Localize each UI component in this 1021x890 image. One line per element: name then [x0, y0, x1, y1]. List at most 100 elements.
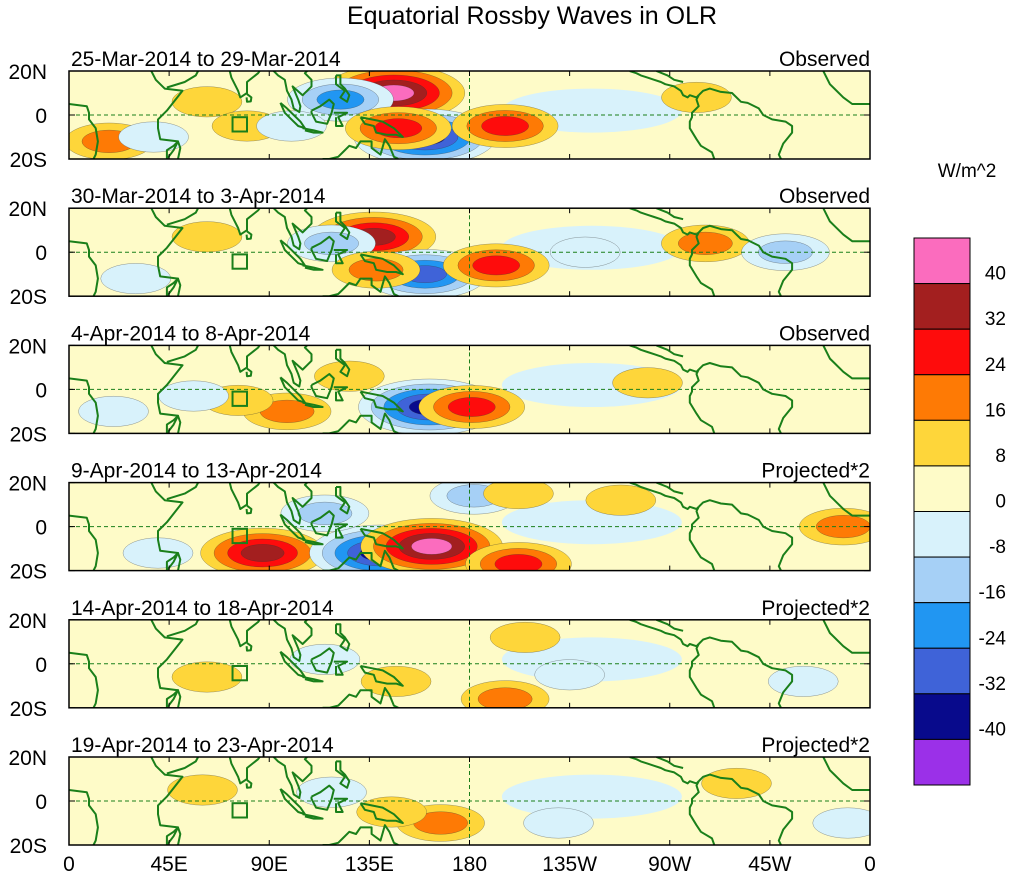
coastline: [697, 499, 794, 571]
coastline: [228, 757, 261, 785]
coastline: [245, 367, 253, 378]
colorbar-label: 32: [985, 309, 1006, 330]
anomaly-blob: [661, 224, 750, 263]
background-band: [501, 774, 682, 819]
coastline: [245, 93, 253, 103]
colorbar-swatch: [913, 328, 971, 376]
anomaly-blob: [360, 518, 503, 571]
coastline: [150, 482, 184, 571]
coastline: [69, 103, 99, 159]
anomaly-blob: [489, 621, 561, 653]
coastline: [165, 277, 182, 297]
panels: 20N 0 20S 25-Mar-2014 to 29-Mar-2014 Observe…: [8, 48, 871, 858]
coastline: [302, 538, 324, 546]
coastline: [166, 619, 199, 638]
olr-field: [69, 345, 870, 434]
olr-field: [69, 619, 870, 708]
y-tick-label: 20S: [10, 835, 47, 858]
colorbar-label: 16: [985, 400, 1006, 421]
colorbar-swatch: [913, 283, 971, 330]
coastline: [629, 71, 700, 99]
panel: 20N 0 20S 19-Apr-2014 to 23-Apr-2014 Project…: [8, 734, 871, 858]
anomaly-blob: [442, 243, 550, 288]
colorbar-swatch: [913, 419, 971, 467]
colorbar-label: -40: [979, 719, 1006, 740]
panel-date-range: 4-Apr-2014 to 8-Apr-2014: [71, 322, 311, 345]
coastline: [656, 482, 684, 495]
panel-date-range: 19-Apr-2014 to 23-Apr-2014: [71, 734, 334, 757]
contour-level: [549, 236, 621, 268]
coastline: [629, 482, 700, 510]
y-tick-label: 0: [35, 379, 47, 402]
coastline: [310, 647, 335, 674]
contour-level: [171, 221, 243, 253]
coastline: [150, 619, 184, 708]
anomaly-blob: [585, 484, 657, 516]
panel: 20N 0 20S 30-Mar-2014 to 3-Apr-2014 Observed: [8, 185, 871, 309]
panel-date-range: 25-Mar-2014 to 29-Mar-2014: [71, 48, 341, 71]
coastlines: [69, 345, 870, 434]
olr-field: [69, 482, 870, 571]
coastline: [165, 140, 182, 159]
contour-level: [240, 544, 285, 562]
coastline: [697, 636, 794, 708]
panel-kind: Projected*2: [761, 734, 870, 757]
contour-level: [585, 484, 657, 516]
reference-box: [231, 390, 249, 407]
contour-level: [612, 367, 683, 399]
anomaly-blob: [460, 680, 550, 708]
colorbar-swatch: [913, 374, 971, 421]
contour-level: [100, 263, 171, 295]
colorbar-swatch: [913, 556, 971, 604]
colorbar-label: 0: [995, 492, 1006, 513]
coastline: [272, 482, 313, 525]
anomaly-blob: [418, 385, 525, 429]
coastline: [629, 619, 700, 648]
coastline: [150, 71, 184, 159]
coastline: [272, 757, 313, 800]
coastline: [150, 757, 184, 845]
coastline: [302, 401, 324, 408]
coastline: [322, 687, 399, 708]
coastline: [656, 208, 684, 221]
coastline: [697, 362, 794, 434]
panel: 20N 0 20S 25-Mar-2014 to 29-Mar-2014 Observe…: [8, 48, 871, 172]
coastline: [629, 208, 700, 236]
coastlines: [69, 619, 870, 708]
contour-level: [118, 121, 189, 153]
panel-kind: Projected*2: [761, 460, 870, 483]
colorbar-label: 8: [995, 446, 1006, 467]
coastline: [629, 757, 700, 785]
coastline: [69, 240, 99, 297]
coastline: [310, 510, 335, 537]
contour-level: [171, 86, 243, 118]
colorbar-label: -8: [989, 537, 1006, 558]
coastline: [302, 264, 324, 271]
coastline: [150, 208, 184, 297]
olr-field: [69, 757, 870, 845]
coastline: [629, 345, 700, 373]
x-tick-label: 0: [864, 853, 876, 876]
coastline: [69, 651, 99, 708]
coastline: [335, 760, 351, 789]
contour-level: [477, 687, 533, 708]
anomaly-blob: [451, 104, 559, 148]
coastline: [688, 369, 716, 434]
colorbar-label: 24: [985, 355, 1007, 376]
coastline: [333, 797, 349, 813]
coastline: [302, 813, 324, 820]
reference-box: [231, 116, 249, 133]
contour-level: [296, 776, 367, 808]
coastlines: [69, 208, 870, 297]
anomaly-blob: [78, 395, 149, 427]
coastline: [228, 71, 261, 99]
contour-level: [158, 380, 229, 412]
coastline: [310, 235, 335, 262]
coastline: [310, 784, 335, 811]
y-tick-label: 20N: [8, 61, 47, 84]
y-tick-label: 20N: [8, 473, 47, 496]
coastline: [688, 506, 716, 571]
x-tick-label: 180: [452, 853, 487, 876]
panel-kind: Projected*2: [761, 597, 870, 620]
x-tick-label: 135E: [345, 853, 394, 876]
